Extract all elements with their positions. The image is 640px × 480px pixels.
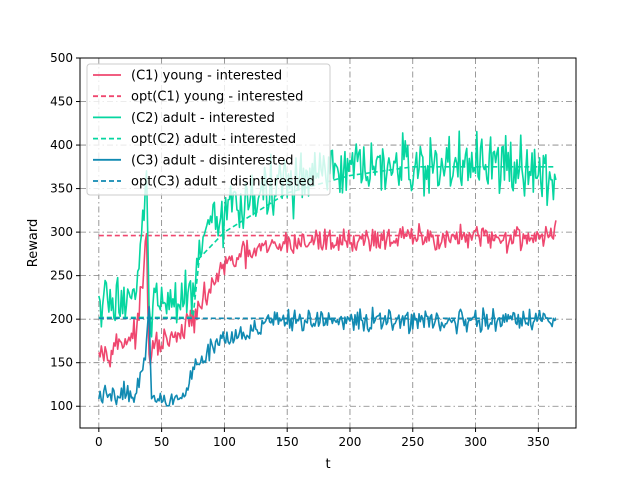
legend-label: (C2) adult - interested — [131, 111, 275, 126]
series-line-4 — [98, 166, 556, 319]
y-tick-label: 250 — [50, 269, 73, 283]
x-tick-label: 100 — [213, 435, 236, 449]
legend-box — [86, 63, 331, 196]
y-tick-label: 400 — [50, 138, 73, 152]
y-tick-label: 450 — [50, 95, 73, 109]
x-tick-label: 200 — [339, 435, 362, 449]
x-tick-label: 250 — [401, 435, 424, 449]
legend-label: (C3) adult - disinterested — [131, 153, 294, 168]
x-tick-label: 300 — [464, 435, 487, 449]
legend-label: opt(C2) adult - interested — [131, 132, 296, 147]
y-tick-label: 350 — [50, 182, 73, 196]
y-tick-label: 200 — [50, 312, 73, 326]
plot-frame — [79, 57, 577, 429]
legend-label: opt(C1) young - interested — [131, 90, 303, 105]
series-lines — [98, 130, 557, 407]
y-tick-label: 500 — [50, 51, 73, 65]
y-tick-label: 100 — [50, 399, 73, 413]
x-tick-label: 150 — [276, 435, 299, 449]
x-axis-label: t — [325, 457, 330, 472]
legend-label: (C1) young - interested — [131, 69, 282, 84]
x-tick-label: 350 — [527, 435, 550, 449]
series-line-1 — [98, 220, 557, 368]
y-axis-label: Reward — [26, 219, 41, 267]
axis-ticks: 0 50 100 150 200 250 300 350 100 150 200 250 300 350 4… — [50, 51, 550, 449]
series-line-5 — [98, 305, 557, 407]
x-tick-label: 50 — [154, 435, 169, 449]
legend: (C1) young - interested opt(C1) young - i… — [86, 63, 331, 196]
legend-label: opt(C3) adult - disinterested — [131, 175, 315, 190]
x-tick-label: 0 — [95, 435, 103, 449]
y-tick-label: 150 — [50, 356, 73, 370]
y-tick-label: 300 — [50, 225, 73, 239]
